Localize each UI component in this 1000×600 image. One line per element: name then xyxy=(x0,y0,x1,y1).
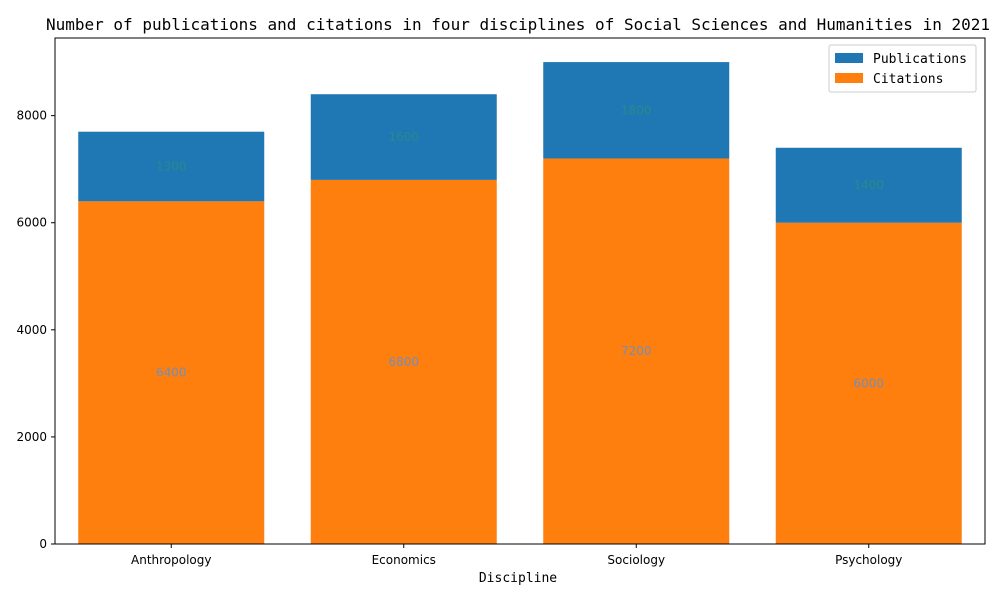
data-label-publications-economics: 1600 xyxy=(388,130,419,144)
chart-title: Number of publications and citations in … xyxy=(46,15,990,34)
bar-citations-sociology xyxy=(543,158,730,544)
bar-citations-anthropology xyxy=(78,201,265,544)
bar-publications-psychology xyxy=(775,147,962,223)
y-tick-label: 0 xyxy=(39,537,47,551)
x-axis: Anthropology Economics Sociology Psychology xyxy=(131,544,902,567)
bar-citations-psychology xyxy=(775,222,962,544)
x-axis-label: Discipline xyxy=(479,571,557,586)
legend-label-citations: Citations xyxy=(873,72,943,87)
data-label-citations-sociology: 7200 xyxy=(621,344,652,358)
legend-swatch-publications xyxy=(835,53,863,63)
x-tick-label: Anthropology xyxy=(131,553,212,567)
data-label-publications-psychology: 1400 xyxy=(853,178,884,192)
legend-label-publications: Publications xyxy=(873,52,967,67)
y-tick-label: 8000 xyxy=(16,109,47,123)
y-axis: 0 2000 4000 6000 8000 xyxy=(16,109,55,551)
y-tick-label: 6000 xyxy=(16,216,47,230)
bar-citations-economics xyxy=(310,179,497,545)
x-tick-label: Psychology xyxy=(835,553,902,567)
bar-publications-economics xyxy=(310,94,497,180)
x-tick-label: Sociology xyxy=(607,553,665,567)
legend: Publications Citations xyxy=(828,44,977,93)
data-label-citations-psychology: 6000 xyxy=(853,376,884,390)
bars-group xyxy=(78,62,962,545)
bar-publications-anthropology xyxy=(78,131,265,202)
plot-frame xyxy=(54,37,986,545)
legend-box xyxy=(828,44,977,93)
x-tick-label: Economics xyxy=(372,553,436,567)
data-label-citations-anthropology: 6400 xyxy=(156,366,187,380)
bar-publications-sociology xyxy=(543,62,730,159)
legend-swatch-citations xyxy=(835,73,863,83)
data-label-publications-sociology: 1800 xyxy=(621,103,652,117)
y-tick-label: 2000 xyxy=(16,430,47,444)
y-tick-label: 4000 xyxy=(16,323,47,337)
data-label-citations-economics: 6800 xyxy=(388,355,419,369)
data-label-publications-anthropology: 1300 xyxy=(156,160,187,174)
bar-labels-group: 6400 1300 6800 1600 7200 1800 6000 1400 xyxy=(156,103,884,390)
